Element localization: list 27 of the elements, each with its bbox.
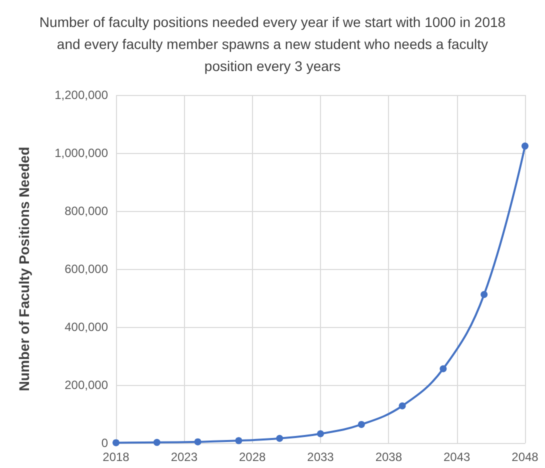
x-tick-label: 2028 xyxy=(238,450,266,464)
point xyxy=(153,438,160,446)
point xyxy=(480,291,488,298)
x-tick-label: 2048 xyxy=(512,450,539,464)
x-tick-label: 2033 xyxy=(307,450,334,464)
x-tick-label: 2018 xyxy=(102,450,130,464)
y-axis-title: Number of Faculty Positions Needed xyxy=(16,146,32,392)
point xyxy=(358,420,365,428)
y-tick-label: 400,000 xyxy=(64,320,108,334)
point xyxy=(276,434,284,442)
y-tick-label: 0 xyxy=(101,436,108,450)
point xyxy=(398,402,406,410)
point xyxy=(522,142,528,150)
point xyxy=(440,365,447,372)
y-tick-label: 200,000 xyxy=(64,378,108,392)
x-tick-label: 2043 xyxy=(443,450,471,464)
point xyxy=(112,439,120,446)
y-tick-label: 800,000 xyxy=(64,204,108,218)
point xyxy=(194,438,202,446)
x-tick-label: 2038 xyxy=(375,450,402,464)
point xyxy=(317,430,324,438)
chart-title: Number of faculty positions needed every year if we start with 1000 in 2018 and every faculty member spawns a new student who needs a faculty position every 3 years xyxy=(39,14,506,74)
x-tick-label: 2023 xyxy=(170,450,198,464)
y-tick-label: 1,000,000 xyxy=(54,146,108,160)
y-tick-label: 1,200,000 xyxy=(54,88,108,102)
y-tick-label: 600,000 xyxy=(64,262,108,276)
point xyxy=(235,437,242,444)
